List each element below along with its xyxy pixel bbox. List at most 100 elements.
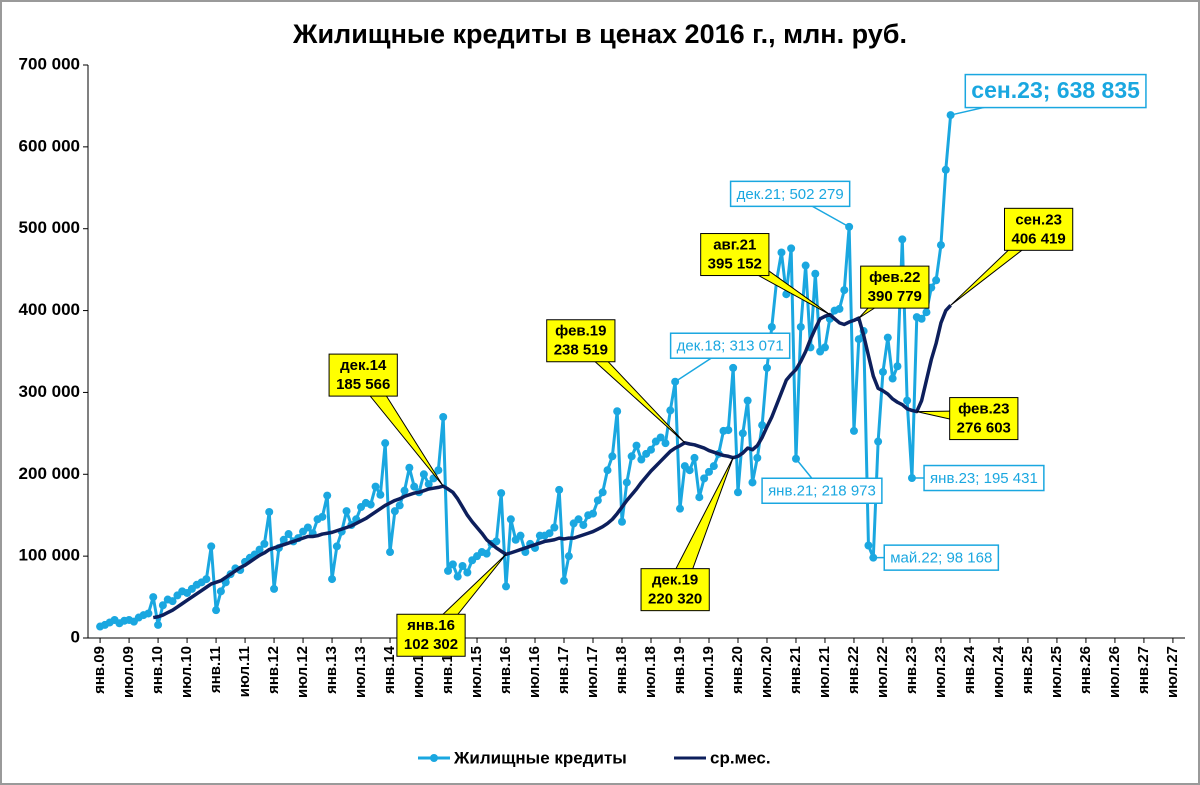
callout-box [700,233,770,277]
avg-label-value: 406 419 [1012,230,1066,247]
x-tick-label: июл.12 [294,646,311,698]
data-point [661,439,670,448]
callout-box [640,568,710,612]
data-point [405,463,414,472]
data-point [149,593,158,602]
x-tick-label: янв.19 [671,646,688,694]
data-point [497,489,506,498]
value-callout: дек.18; 313 071 [669,332,791,383]
data-point [917,314,926,323]
callout-box [860,265,930,309]
data-point [932,276,941,285]
data-point [279,535,288,544]
x-tick-label: июл.16 [526,646,543,698]
avg-label-value: 238 519 [554,342,608,359]
data-point [579,521,588,530]
callout-box [396,613,466,657]
y-tick-label: 300 000 [19,382,80,401]
avg-label-date: сен.23 [1015,211,1062,228]
data-point [685,466,694,475]
series-line [152,304,952,620]
y-tick-label: 500 000 [19,218,80,237]
data-point [255,545,264,554]
data-point [603,466,612,475]
data-point [506,515,515,524]
avg-label-date: фев.22 [869,269,920,286]
x-tick-label: июл.13 [352,646,369,698]
avg-callout: фев.19 238 519 [546,319,686,444]
data-point [704,467,713,476]
x-tick-label: янв.24 [961,645,978,694]
x-tick-label: июл.18 [642,646,659,698]
data-point [424,480,433,489]
data-point [328,575,337,584]
x-tick-label: янв.14 [381,645,398,694]
callout-box [964,73,1147,109]
y-tick-label: 100 000 [19,546,80,565]
data-point [434,466,443,475]
value-callout: янв.21; 218 973 [761,458,883,505]
data-point [589,509,598,518]
data-point [550,523,559,532]
avg-label-date: дек.14 [340,357,387,374]
callout-box [729,180,851,208]
value-callout: дек.21; 502 279 [729,180,851,228]
data-point [574,515,583,524]
data-point [787,244,796,253]
data-point [801,261,810,270]
data-point [922,308,931,317]
data-point [675,504,684,513]
x-tick-label: июл.26 [1106,646,1123,698]
data-point [903,396,912,405]
avg-callout: сен.23 406 419 [950,207,1074,306]
avg-label-value: 390 779 [868,288,922,305]
data-point [608,452,617,461]
data-point [564,552,573,561]
data-point [395,501,404,510]
avg-callout: янв.16 102 302 [396,553,507,657]
data-point [729,363,738,372]
data-point [448,560,457,569]
data-point [376,490,385,499]
x-tick-label: июл.23 [932,646,949,698]
avg-callout: дек.19 220 320 [640,457,734,612]
x-tick-label: янв.25 [1019,646,1036,694]
x-tick-label: янв.18 [613,646,630,694]
data-point [656,433,665,442]
legend-marker [430,754,438,762]
x-tick-label: янв.12 [265,646,282,694]
data-point [154,620,163,629]
avg-label-date: фев.19 [555,323,606,340]
x-tick-label: янв.13 [323,646,340,694]
avg-label-date: авг.21 [713,237,756,254]
x-tick-label: июл.19 [700,646,717,698]
value-label: янв.23; 195 431 [930,470,1038,487]
data-point [593,496,602,505]
data-point [207,542,216,551]
avg-label-value: 276 603 [957,420,1011,437]
data-point [936,241,945,250]
x-tick-label: янв.17 [555,646,572,694]
value-callout: янв.23; 195 431 [911,464,1045,492]
data-point [883,333,892,342]
x-tick-label: июл.11 [236,646,253,697]
data-point [284,530,293,539]
data-point [613,407,622,416]
data-point [144,609,153,618]
data-point [366,500,375,509]
data-point [618,517,627,526]
data-point [738,429,747,438]
x-tick-label: июл.14 [410,645,427,698]
avg-callout: авг.21 395 152 [700,233,831,315]
data-point [622,478,631,487]
value-label: янв.21; 218 973 [768,483,876,500]
data-point [695,493,704,502]
data-point [878,367,887,376]
data-point [444,566,453,575]
data-point [733,488,742,497]
x-tick-label: янв.27 [1135,646,1152,694]
data-point [216,587,225,596]
data-point [270,584,279,593]
